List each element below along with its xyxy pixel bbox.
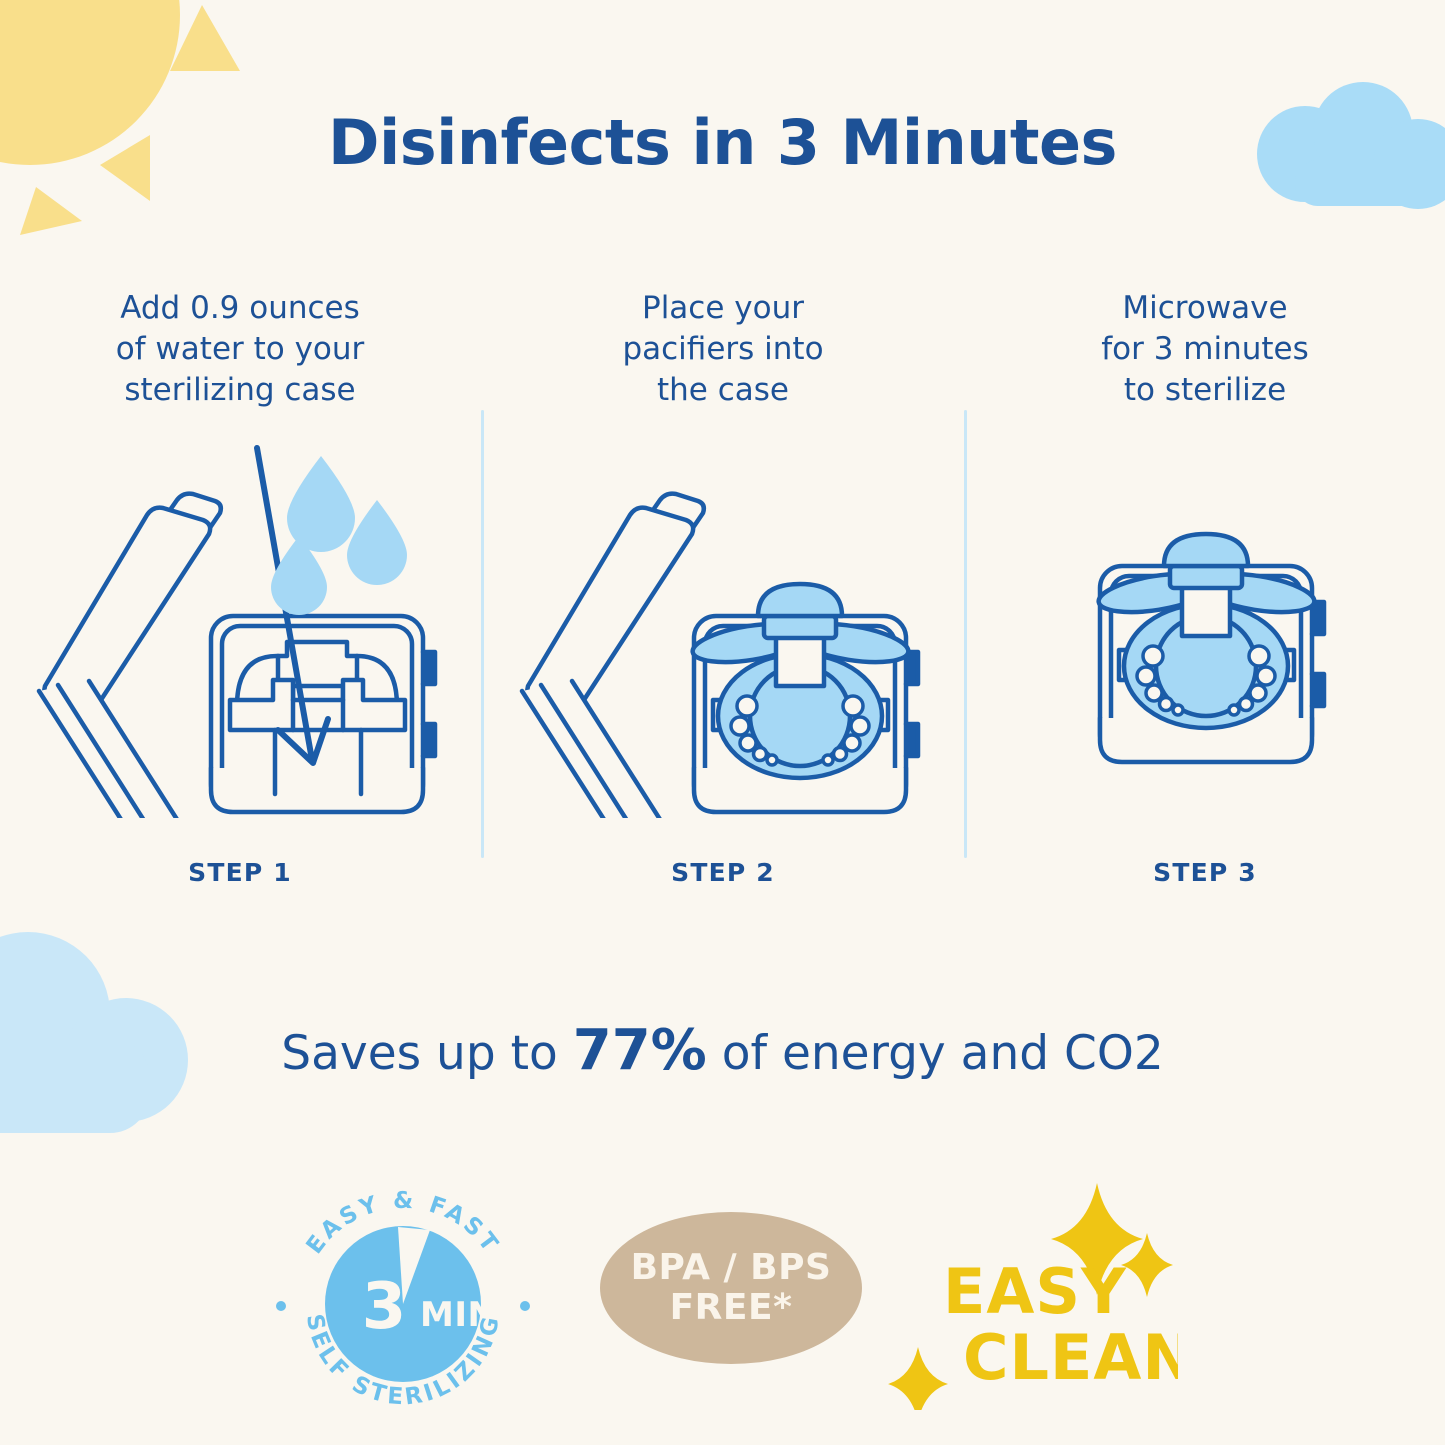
easy-clean-line2: CLEAN xyxy=(963,1321,1178,1394)
bpa-label: BPA / BPS FREE* xyxy=(630,1246,832,1328)
savings-statement: Saves up to 77% of energy and CO2 xyxy=(0,1018,1445,1083)
step-3-illustration xyxy=(985,438,1425,828)
bpa-oval: BPA / BPS FREE* xyxy=(600,1212,862,1364)
step-3-caption: Microwave for 3 minutes to sterilize xyxy=(1101,290,1309,409)
step-1-caption: Add 0.9 ounces of water to your steriliz… xyxy=(115,290,365,409)
savings-value: 77% xyxy=(572,1018,707,1083)
step-divider xyxy=(481,410,484,858)
step-2: Place your pacifiers into the case xyxy=(503,288,943,887)
timer-badge: 3 MIN EASY & FAST SELF STERILIZING xyxy=(272,1180,534,1412)
step-3-label: STEP 3 xyxy=(1153,858,1257,887)
step-3: Microwave for 3 minutes to sterilize xyxy=(985,288,1425,887)
step-1-label: STEP 1 xyxy=(188,858,292,887)
step-2-caption: Place your pacifiers into the case xyxy=(622,290,824,409)
pacifier-icon xyxy=(1096,531,1317,731)
savings-suffix: of energy and CO2 xyxy=(706,1026,1164,1081)
timer-number: 3 xyxy=(362,1270,407,1344)
easy-clean-line1: EASY xyxy=(943,1255,1127,1328)
step-divider xyxy=(964,410,967,858)
step-2-illustration xyxy=(503,438,943,828)
bpa-free-badge: BPA / BPS FREE* xyxy=(600,1212,862,1364)
water-droplet xyxy=(271,456,407,615)
easy-clean-badge: EASY CLEAN xyxy=(888,1175,1194,1421)
timer-unit: MIN xyxy=(420,1295,496,1335)
steps-section: Add 0.9 ounces of water to your steriliz… xyxy=(0,288,1445,908)
step-1-illustration xyxy=(20,438,460,828)
timer-pie-icon xyxy=(325,1226,481,1382)
savings-prefix: Saves up to xyxy=(281,1026,573,1081)
step-2-label: STEP 2 xyxy=(671,858,775,887)
page-title: Disinfects in 3 Minutes xyxy=(328,106,1117,179)
sparkle-icon xyxy=(888,1183,1173,1421)
decorative-dot xyxy=(520,1301,530,1311)
decorative-dot xyxy=(276,1301,286,1311)
step-1: Add 0.9 ounces of water to your steriliz… xyxy=(20,288,460,887)
pacifier-icon xyxy=(690,581,911,781)
badges-row: 3 MIN EASY & FAST SELF STERILIZING BPA /… xyxy=(0,1170,1445,1421)
